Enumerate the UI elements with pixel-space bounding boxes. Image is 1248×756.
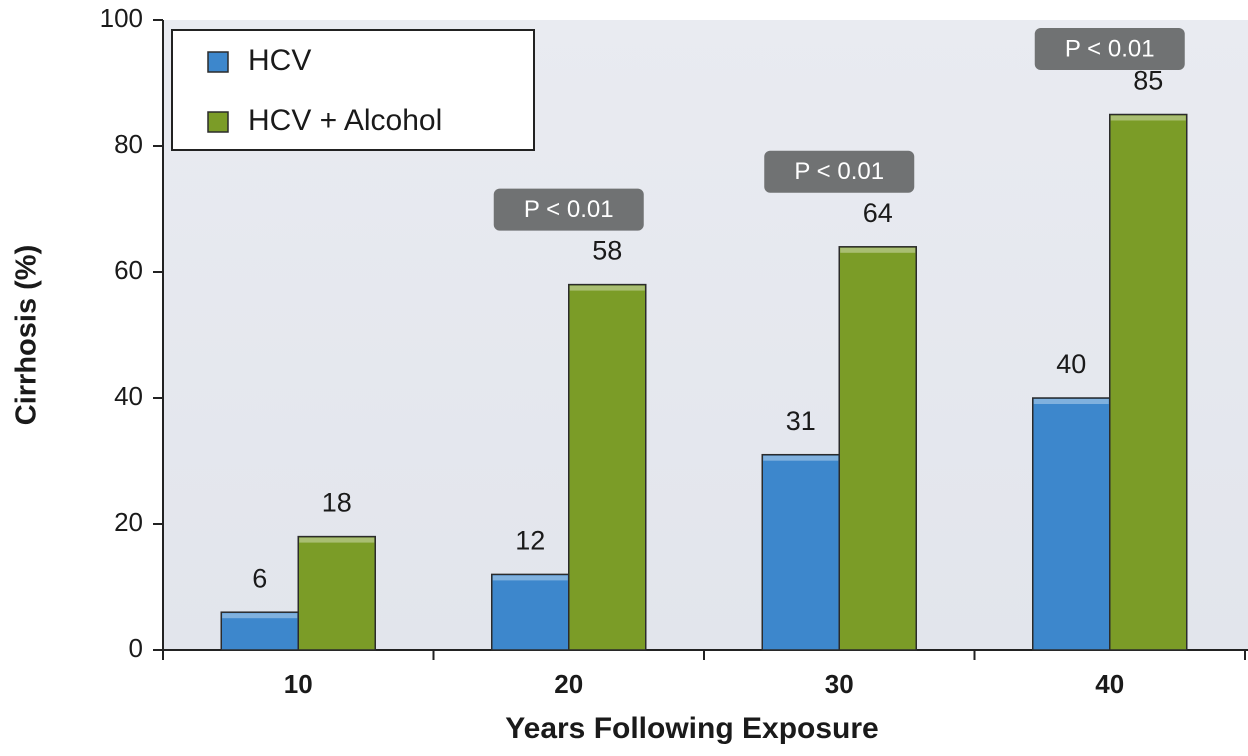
y-tick-label: 80 [114, 129, 143, 159]
x-axis-label: Years Following Exposure [505, 712, 878, 745]
x-tick-label: 30 [825, 669, 854, 699]
legend-swatch [207, 111, 229, 133]
bar-highlight [1033, 399, 1109, 404]
value-label: 12 [515, 526, 545, 556]
y-tick-label: 40 [114, 381, 143, 411]
bar [491, 573, 570, 651]
bar [297, 535, 376, 651]
y-tick-label: 100 [100, 3, 143, 33]
bar-highlight [492, 575, 568, 581]
value-label: 6 [252, 563, 267, 593]
value-label: 58 [592, 236, 622, 266]
x-tick-label: 20 [554, 669, 583, 699]
bar [568, 283, 647, 651]
bar-highlight [299, 537, 375, 543]
annotation-box [764, 150, 915, 193]
y-tick-label: 20 [114, 507, 143, 537]
y-tick-label: 60 [114, 255, 143, 285]
annotation: P < 0.01 [794, 158, 884, 185]
bar [1032, 397, 1111, 651]
x-tick-label: 10 [284, 669, 313, 699]
bar [1109, 113, 1188, 651]
y-tick-label: 0 [129, 633, 143, 663]
annotation: P < 0.01 [524, 196, 614, 223]
bar [838, 246, 917, 651]
bar-highlight [763, 455, 839, 461]
legend-label: HCV [248, 44, 311, 77]
value-label: 31 [786, 406, 816, 436]
x-tick-label: 40 [1095, 669, 1124, 699]
bar [220, 611, 299, 651]
value-label: 18 [322, 488, 352, 518]
annotation: P < 0.01 [1065, 35, 1155, 62]
bar-highlight [1110, 115, 1186, 121]
legend-box [171, 29, 535, 151]
y-axis-label: Cirrhosis (%) [11, 245, 43, 425]
bar [761, 453, 840, 651]
value-label: 64 [863, 198, 893, 228]
legend-label: HCV + Alcohol [248, 104, 442, 137]
bar-highlight [222, 613, 298, 619]
annotation-box [1034, 28, 1185, 70]
bar-highlight [569, 285, 645, 291]
annotation-box [493, 188, 644, 231]
value-label: 40 [1056, 349, 1086, 379]
value-label: 85 [1133, 66, 1163, 96]
legend-swatch [207, 51, 229, 73]
bar-highlight [840, 247, 916, 253]
